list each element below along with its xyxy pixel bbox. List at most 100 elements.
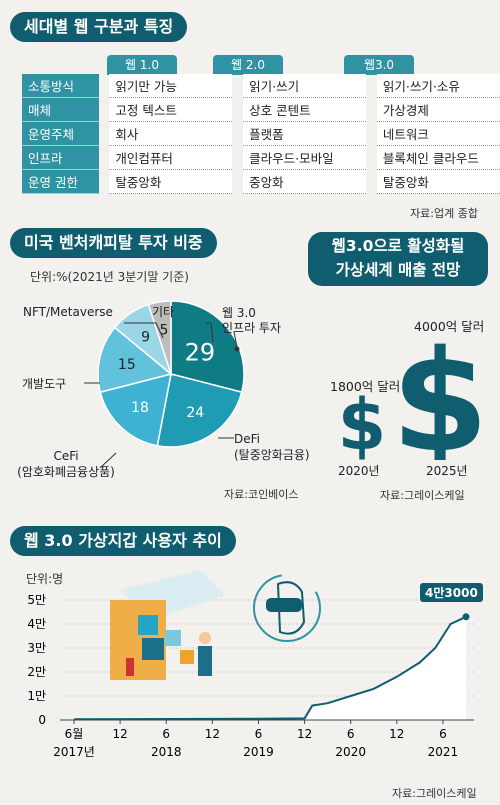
x-tick-label: 12	[389, 727, 404, 741]
label-2025-year: 2025년	[426, 464, 468, 478]
pie-slice	[99, 372, 172, 447]
table-row: 운영주체 회사 플랫폼 네트워크	[22, 122, 500, 146]
table-cell: 탈중앙화	[109, 170, 233, 194]
cell-gap	[99, 74, 110, 98]
table-cell: 블록체인 클라우드	[376, 146, 500, 170]
y-tick-label: 4만	[27, 617, 46, 631]
table-cell: 상호 콘텐트	[243, 98, 367, 122]
section3-source: 자료:그레이스케일	[380, 489, 465, 502]
col-header-web2: 웹 2.0	[213, 55, 283, 75]
x-year-label: 2021	[428, 745, 459, 759]
cell-gap	[99, 122, 110, 146]
vr-head-illustration	[253, 574, 321, 642]
pie-value-label: 5	[159, 322, 168, 338]
cell-gap	[232, 122, 243, 146]
label-defi-line2: (탈중앙화금융)	[234, 448, 310, 462]
wallet-users-area	[74, 616, 466, 720]
x-year-label: 2017년	[53, 745, 95, 759]
cell-gap	[232, 170, 243, 194]
table-cell: 읽기·쓰기·소유	[376, 74, 500, 98]
section2-source: 자료:코인베이스	[224, 488, 299, 501]
wallet-users-line	[73, 615, 467, 721]
pie-value-label: 29	[185, 339, 216, 367]
dollar-2020-icon: $	[338, 384, 387, 460]
section4-title: 웹 3.0 가상지갑 사용자 추이	[10, 526, 236, 556]
label-defi: DeFi (탈중앙화금융)	[234, 431, 310, 463]
row-header: 소통방식	[22, 74, 99, 98]
pie-slice	[170, 300, 245, 394]
table-row: 운영 권한 탈중앙화 중앙화 탈중앙화	[22, 170, 500, 194]
table-cell: 탈중앙화	[376, 170, 500, 194]
section4-source: 자료:그레이스케일	[392, 787, 477, 800]
section1-source: 자료:업계 종합	[410, 207, 478, 220]
row-header: 운영주체	[22, 122, 99, 146]
label-infra-line2: 인프라 투자	[222, 321, 282, 335]
pie-chart: 29 24 18 15 9 5	[84, 300, 245, 469]
cell-gap	[366, 98, 377, 122]
y-tick-label: 5만	[27, 593, 46, 607]
pie-slice	[147, 300, 172, 375]
x-year-label: 2020	[335, 745, 366, 759]
y-tick-label: 1만	[27, 689, 46, 703]
section2-title: 미국 벤처캐피탈 투자 비중	[10, 228, 217, 258]
x-tick-label: 6	[255, 727, 263, 741]
pie-slice	[97, 326, 173, 394]
x-tick-label: 12	[205, 727, 220, 741]
cell-gap	[99, 146, 110, 170]
label-infra-line1: 웹 3.0	[222, 306, 256, 320]
dollar-2025-icon: $	[391, 321, 488, 460]
web-comparison-table: 소통방식 읽기만 가능 읽기·쓰기 읽기·쓰기·소유 매체 고정 텍스트 상호 콘텐트 가상경…	[22, 74, 500, 194]
section3-title-line1: 웹3.0으로 활성화될	[331, 237, 465, 255]
table-cell: 네트워크	[376, 122, 500, 146]
section3-title-line2: 가상세계 매출 전망	[335, 261, 461, 279]
label-2020-value: 1800억 달러	[330, 379, 401, 394]
cell-gap	[232, 74, 243, 98]
row-header: 운영 권한	[22, 170, 99, 194]
section3-title: 웹3.0으로 활성화될 가상세계 매출 전망	[308, 232, 488, 286]
leader-cefi	[99, 452, 117, 469]
cell-gap	[366, 74, 377, 98]
label-devtools: 개발도구	[22, 377, 67, 391]
x-year-label: 2018	[151, 745, 182, 759]
table-row: 소통방식 읽기만 가능 읽기·쓰기 읽기·쓰기·소유	[22, 74, 500, 98]
y-tick-label: 3만	[27, 641, 46, 655]
leader-other	[206, 322, 214, 343]
table-cell: 중앙화	[243, 170, 367, 194]
row-header: 매체	[22, 98, 99, 122]
table-cell: 개인컴퓨터	[109, 146, 233, 170]
y-tick-label: 0	[38, 713, 46, 727]
section1-title: 세대별 웹 구분과 특징	[10, 12, 188, 42]
cell-gap	[366, 122, 377, 146]
label-cefi: CeFi (암호화폐금융상품)	[14, 448, 118, 480]
dollar-chart: $ $	[338, 321, 489, 460]
section2-unit: 단위:%(2021년 3분기말 기준)	[30, 270, 189, 284]
cell-gap	[99, 98, 110, 122]
label-infra: 웹 3.0 인프라 투자	[222, 306, 281, 336]
cell-gap	[366, 146, 377, 170]
x-tick-label: 6	[439, 727, 447, 741]
table-cell: 플랫폼	[243, 122, 367, 146]
table-cell: 고정 텍스트	[109, 98, 233, 122]
wallet-area-chart: 0 1만 2만 3만 4만 5만 6월 2017년 12 6 2018 12 6 2019 12 6 2020…	[27, 570, 474, 759]
table-cell: 읽기만 가능	[109, 74, 233, 98]
table-row: 인프라 개인컴퓨터 클라우드·모바일 블록체인 클라우드	[22, 146, 500, 170]
y-tick-label: 2만	[27, 665, 46, 679]
pie-value-label: 15	[118, 357, 136, 373]
cell-gap	[232, 98, 243, 122]
x-tick-label: 12	[112, 727, 127, 741]
label-nft: NFT/Metaverse	[23, 305, 113, 319]
label-2025-value: 4000억 달러	[414, 319, 485, 334]
label-defi-line1: DeFi	[234, 432, 260, 446]
pie-value-label: 24	[186, 405, 204, 421]
cell-gap	[232, 146, 243, 170]
table-cell: 회사	[109, 122, 233, 146]
x-tick-label: 12	[297, 727, 312, 741]
table-cell: 클라우드·모바일	[243, 146, 367, 170]
label-cefi-line1: CeFi	[53, 449, 79, 463]
pie-slice	[156, 373, 243, 448]
pie-value-label: 18	[131, 400, 149, 416]
label-cefi-line2: (암호화폐금융상품)	[17, 465, 115, 479]
table-cell: 읽기·쓰기	[243, 74, 367, 98]
end-value-badge: 4만3000	[420, 583, 483, 602]
table-row: 매체 고정 텍스트 상호 콘텐트 가상경제	[22, 98, 500, 122]
